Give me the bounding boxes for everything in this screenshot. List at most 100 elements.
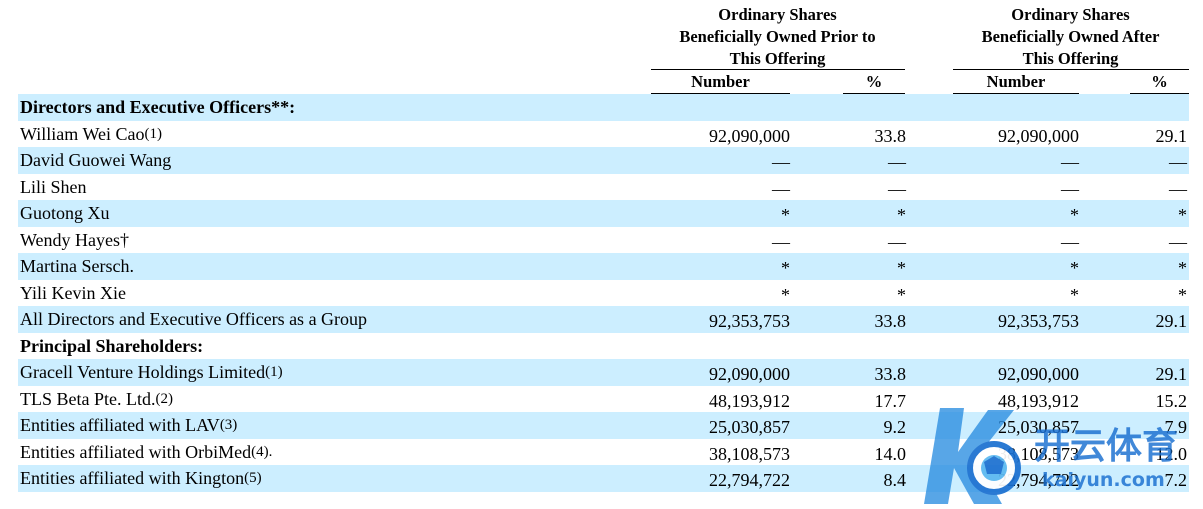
row-label: Martina Sersch. (20, 256, 134, 276)
footnote-ref: (2) (155, 390, 173, 407)
cell-after-number: — (1061, 152, 1079, 172)
table-row-section-directors: Directors and Executive Officers**: (18, 94, 1189, 121)
footnote-ref: (1) (265, 364, 283, 380)
cell-after-percent: * (1178, 205, 1187, 225)
cell-after-percent: — (1169, 178, 1187, 199)
cell-prior-percent: 9.2 (883, 417, 907, 437)
col-prior-percent: % (865, 72, 883, 91)
col-prior-percent-underline (843, 93, 905, 94)
cell-after-percent: * (1178, 284, 1187, 305)
cell-after-number: 92,353,753 (998, 311, 1079, 331)
table-row: TLS Beta Pte. Ltd.(2) 48,193,912 17.7 48… (18, 386, 1189, 413)
header-after-line-3: This Offering (1022, 49, 1119, 68)
cell-prior-number: — (772, 178, 790, 199)
header-after-line-2: Beneficially Owned After (981, 27, 1160, 46)
footnote-ref: (1) (144, 125, 162, 142)
header-after-offering: Ordinary Shares Beneficially Owned After… (952, 4, 1189, 70)
cell-prior-number: 92,090,000 (709, 364, 790, 384)
header-prior-offering: Ordinary Shares Beneficially Owned Prior… (650, 4, 905, 70)
table-row: David Guowei Wang — — — — (18, 147, 1189, 174)
col-after-number: Number (986, 72, 1046, 91)
row-label: Wendy Hayes† (20, 229, 130, 250)
cell-prior-number: 38,108,573 (709, 443, 790, 464)
table-row: Wendy Hayes† — — — — (18, 227, 1189, 254)
row-label: William Wei Cao (20, 123, 145, 144)
cell-prior-number: 92,353,753 (709, 311, 790, 331)
footnote-ref: (5) (244, 470, 262, 486)
cell-after-percent: 29.1 (1155, 311, 1188, 331)
watermark-url: kaiyun.com (1042, 469, 1165, 491)
cell-after-number: 25,030,857 (998, 417, 1079, 437)
cell-after-percent: — (1169, 152, 1187, 172)
kaiyun-watermark: 开云体育 kaiyun.com (924, 408, 1178, 504)
table-row: Lili Shen — — — — (18, 174, 1189, 201)
col-prior-number-underline (651, 93, 790, 94)
cell-prior-percent: 33.8 (874, 364, 907, 384)
cell-prior-number: * (781, 205, 790, 225)
cell-prior-percent: * (897, 284, 906, 305)
table-row-total: All Directors and Executive Officers as … (18, 306, 1189, 333)
row-label: TLS Beta Pte. Ltd. (20, 388, 156, 409)
cell-after-number: 48,193,912 (998, 390, 1079, 411)
cell-after-number: — (1061, 231, 1079, 252)
cell-prior-percent: * (897, 258, 906, 278)
cell-prior-percent: 14.0 (874, 443, 907, 464)
header-after-underline (953, 69, 1189, 70)
cell-after-percent: 12.0 (1155, 443, 1188, 464)
cell-prior-percent: — (888, 152, 906, 172)
cell-prior-percent: 8.4 (883, 470, 907, 490)
cell-prior-number: 92,090,000 (709, 125, 790, 146)
cell-prior-number: — (772, 152, 790, 172)
cell-prior-percent: 33.8 (874, 125, 907, 146)
cell-after-percent: 29.1 (1155, 364, 1188, 384)
cell-after-percent: 7.9 (1164, 417, 1188, 437)
cell-after-number: * (1070, 284, 1079, 305)
row-label: Entities affiliated with OrbiMed (20, 441, 252, 462)
cell-prior-percent: 33.8 (874, 311, 907, 331)
row-label: Entities affiliated with Kington (20, 468, 245, 488)
cell-prior-number: — (772, 231, 790, 252)
table-row: Yili Kevin Xie * * * * (18, 280, 1189, 307)
cell-after-percent: * (1178, 258, 1187, 278)
row-label: Entities affiliated with LAV (20, 415, 220, 435)
table-row: William Wei Cao(1) 92,090,000 33.8 92,09… (18, 121, 1189, 148)
row-label: Yili Kevin Xie (20, 282, 126, 303)
cell-prior-percent: — (888, 178, 906, 199)
cell-prior-number: * (781, 284, 790, 305)
header-prior-line-2: Beneficially Owned Prior to (679, 27, 876, 46)
cell-after-percent: — (1169, 231, 1187, 252)
row-label: David Guowei Wang (20, 150, 172, 170)
table-row: Gracell Venture Holdings Limited(1) 92,0… (18, 359, 1189, 386)
cell-after-number: * (1070, 205, 1079, 225)
row-label: Gracell Venture Holdings Limited (20, 362, 266, 382)
col-prior-number: Number (691, 72, 750, 91)
cell-after-percent: 15.2 (1155, 390, 1188, 411)
row-label: Principal Shareholders: (20, 335, 204, 356)
cell-after-number: 92,090,000 (998, 125, 1079, 146)
row-label: Lili Shen (20, 176, 87, 197)
cell-prior-number: 48,193,912 (709, 390, 790, 411)
kaiyun-logo-icon (924, 408, 1021, 504)
col-after-percent: % (1151, 72, 1168, 91)
cell-prior-percent: 17.7 (874, 390, 907, 411)
col-after-number-underline (953, 93, 1079, 94)
col-after-percent-underline (1130, 93, 1189, 94)
cell-after-percent: 7.2 (1164, 470, 1188, 490)
footnote-ref: (3) (219, 417, 238, 433)
row-label: Directors and Executive Officers**: (20, 97, 296, 117)
table-row: Martina Sersch. * * * * (18, 253, 1189, 280)
cell-after-number: * (1070, 258, 1079, 278)
cell-prior-percent: — (888, 231, 906, 252)
footnote-ref: (4). (251, 443, 273, 460)
header-prior-line-1: Ordinary Shares (718, 5, 837, 24)
header-prior-underline (651, 69, 905, 70)
table-row: Guotong Xu * * * * (18, 200, 1189, 227)
row-label: All Directors and Executive Officers as … (20, 309, 368, 329)
cell-after-number: — (1061, 178, 1079, 199)
cell-prior-number: 25,030,857 (709, 417, 790, 437)
cell-prior-percent: * (897, 205, 906, 225)
row-label: Guotong Xu (20, 203, 110, 223)
cell-prior-number: * (781, 258, 790, 278)
header-after-line-1: Ordinary Shares (1011, 5, 1130, 24)
watermark-brand: 开云体育 (1034, 426, 1178, 467)
